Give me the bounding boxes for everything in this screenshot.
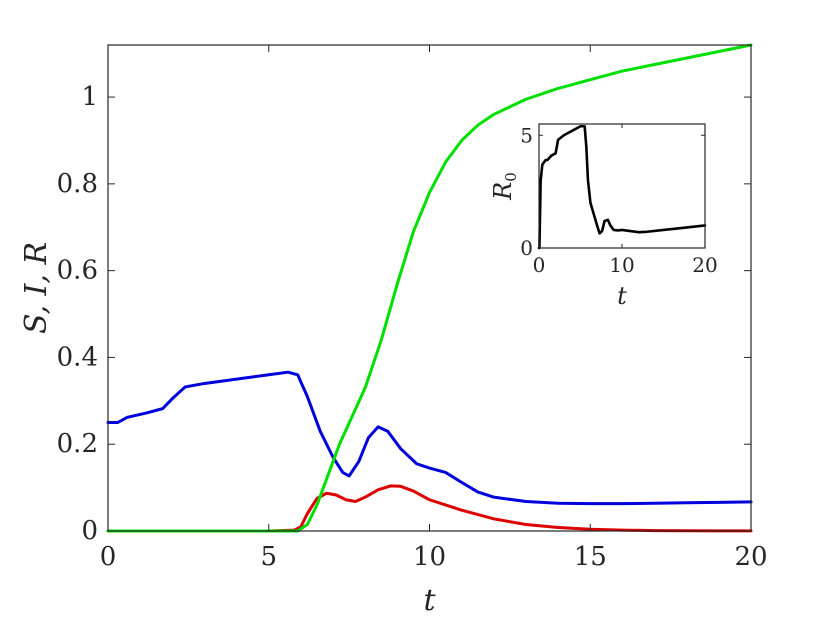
y-axis-label: S, I, R: [19, 242, 54, 334]
inset-series-line-0: [537, 124, 707, 250]
main-plot-area: [108, 45, 751, 531]
x-axis-label: t: [423, 583, 436, 618]
inset-lines: [537, 124, 707, 250]
main-y-tick-label: 1: [81, 82, 98, 112]
inset-x-tick-label: 20: [692, 253, 717, 277]
main-series-line-0: [106, 370, 753, 506]
main-x-tick-label: 15: [574, 542, 607, 572]
main-x-tick-label: 5: [260, 542, 277, 572]
main-x-tick-label: 10: [413, 542, 446, 572]
main-x-tick-label: 0: [100, 542, 117, 572]
main-y-tick-label: 0.2: [57, 429, 98, 459]
main-y-tick-label: 0.8: [57, 169, 98, 199]
main-y-tick-label: 0.6: [57, 256, 98, 286]
inset-y-axis-label-subscript: 0: [502, 172, 520, 182]
inset-y-axis-label: R0: [489, 172, 520, 201]
main-y-tick-label: 0: [81, 516, 98, 546]
inset-y-tick-label: 5: [520, 123, 533, 147]
inset-y-axis-label-main: R: [489, 182, 517, 201]
inset-y-tick-label: 0: [520, 236, 533, 260]
main-x-tick-label: 20: [734, 542, 767, 572]
main-ticks: 0 5 10 15 20 0 0.2 0.4 0.6 0.8 1: [57, 45, 768, 572]
inset-x-tick-label: 10: [609, 253, 634, 277]
inset-x-axis-label: t: [617, 282, 627, 310]
inset-x-tick-label: 0: [533, 253, 546, 277]
inset-ticks: 0 10 20 0 5: [520, 123, 717, 277]
main-y-tick-label: 0.4: [57, 342, 98, 372]
